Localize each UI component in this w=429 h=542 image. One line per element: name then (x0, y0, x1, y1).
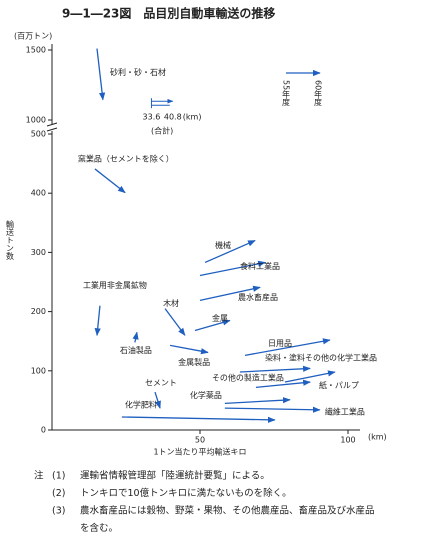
series-label: 工業用非金属鉱物 (83, 280, 147, 290)
arrow (239, 365, 311, 373)
arrow (244, 338, 331, 357)
total-label: (合計) (151, 126, 173, 136)
arrow (94, 305, 101, 337)
axis-break (46, 127, 58, 132)
series-label: 日用品 (268, 339, 292, 348)
arrow (164, 308, 186, 336)
series-label: 窯業品（セメントを除く） (78, 153, 174, 163)
total-x-label: 33.6 (143, 113, 161, 122)
y-tick-label: 300 (31, 248, 46, 257)
series-label: 食料工業品 (240, 261, 280, 271)
note-text: トンキロで10億トンキロに満たないものを除く。 (80, 487, 292, 499)
arrow (96, 48, 106, 101)
axis-break (46, 122, 58, 127)
x-tick-label: 100 (340, 436, 355, 445)
y-tick-label: 200 (31, 307, 46, 316)
arrow (169, 344, 209, 355)
note-number: (3) (52, 506, 65, 517)
note-text: を含む。 (80, 522, 118, 534)
total-x-label: 40.8 (164, 113, 182, 122)
y-unit: (百万トン) (14, 32, 52, 41)
arrow (121, 416, 276, 423)
x-tick-label: 50 (195, 436, 205, 445)
x-unit: (km) (368, 433, 387, 442)
arrow (224, 406, 321, 413)
y-tick-label: 100 (31, 366, 46, 375)
total-unit: (km) (183, 113, 202, 122)
legend-label: 60年度 (314, 80, 323, 107)
arrow (204, 239, 256, 264)
note-number: (2) (52, 488, 65, 499)
y-tick-label: 0 (41, 426, 46, 435)
series-label: 染料・塗料その他の化学工業品 (265, 352, 377, 362)
series-label: 金属製品 (178, 357, 210, 367)
y-tick-label: 500 (31, 130, 46, 139)
series-label: 木材 (163, 298, 179, 308)
series-label: セメント (145, 379, 177, 388)
y-axis-label: 輸送トン数 (6, 219, 15, 261)
series-label: 機械 (215, 240, 231, 250)
arrow (284, 370, 336, 383)
y-tick-label: 1000 (26, 116, 46, 125)
series-label: 砂利・砂・石材 (110, 67, 166, 77)
series-label: その他の製造工業品 (212, 373, 284, 383)
arrow (132, 331, 139, 343)
notes-prefix: 注 (34, 470, 44, 482)
y-tick-label: 1500 (26, 46, 46, 55)
series-label: 石油製品 (120, 345, 152, 355)
arrow (199, 260, 266, 277)
note-text: 運輸省情報管理部「陸運統計要覧」による。 (80, 470, 270, 482)
note-number: (1) (52, 471, 65, 482)
arrow (154, 391, 161, 409)
arrow (194, 319, 231, 332)
arrow (255, 379, 311, 389)
arrow (199, 285, 261, 301)
y-tick-label: 400 (31, 189, 46, 198)
series-label: 化学薬品 (190, 390, 222, 400)
series-label: 化学肥料 (125, 399, 157, 409)
arrow (94, 168, 126, 194)
x-axis-label: 1トン当たり平均輸送キロ (153, 447, 246, 457)
series-label: 金属 (212, 313, 228, 323)
series-label: 農水畜産品 (238, 292, 278, 302)
chart-title: 9―1―23図 品目別自動車輸送の推移 (62, 6, 275, 21)
note-text: 農水畜産品には穀物、野菜・果物、その他農産品、畜産品及び水産品 (80, 505, 375, 517)
arrow (224, 397, 291, 405)
legend-label: 55年度 (282, 80, 291, 107)
notes: 注 (1) 運輸省情報管理部「陸運統計要覧」による。 (2) トンキロで10億トンキロに… (34, 470, 375, 535)
series-label: 紙・パルプ (319, 380, 359, 390)
series-label: 繊維工業品 (325, 407, 365, 417)
